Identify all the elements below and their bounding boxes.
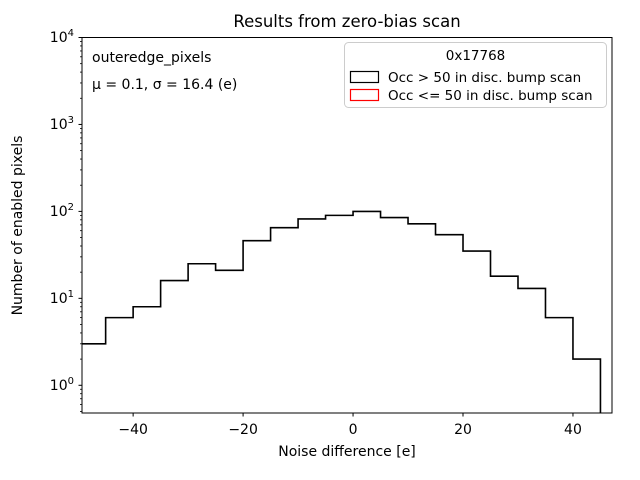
x-tick-label: 20	[454, 422, 472, 438]
y-tick-label: 102	[50, 202, 74, 220]
histogram-step-line	[82, 210, 602, 413]
annotation-dataset-name: outeredge_pixels	[92, 50, 211, 66]
legend-patch-occ-le-50	[349, 88, 380, 102]
y-tick-label: 101	[50, 289, 74, 307]
legend-title: 0x17768	[446, 48, 506, 64]
chart-title: Results from zero-bias scan	[233, 12, 460, 31]
axes-spines	[81, 37, 613, 414]
legend-patch-occ-gt-50	[349, 70, 380, 84]
x-tick-label: 40	[564, 422, 582, 438]
x-axis-ticks: −40 −20 0 20 40	[118, 413, 582, 438]
y-axis-ticks: 100 101 102 103 104	[50, 28, 82, 412]
legend-label-occ-gt-50: Occ > 50 in disc. bump scan	[388, 70, 581, 86]
y-tick-label: 103	[50, 115, 74, 133]
x-tick-label: −40	[118, 422, 148, 438]
histogram-series	[82, 210, 602, 413]
y-axis-label: Number of enabled pixels	[10, 136, 26, 316]
y-tick-label: 104	[50, 28, 74, 46]
y-tick-label: 100	[50, 376, 74, 394]
legend-label-occ-le-50: Occ <= 50 in disc. bump scan	[388, 88, 593, 104]
x-axis-label: Noise difference [e]	[278, 444, 416, 460]
x-tick-label: 0	[349, 422, 358, 438]
annotation-mu-sigma: μ = 0.1, σ = 16.4 (e)	[92, 77, 237, 93]
x-tick-label: −20	[228, 422, 258, 438]
legend: 0x17768 Occ > 50 in disc. bump scan Occ …	[344, 42, 607, 108]
legend-box	[344, 42, 607, 108]
